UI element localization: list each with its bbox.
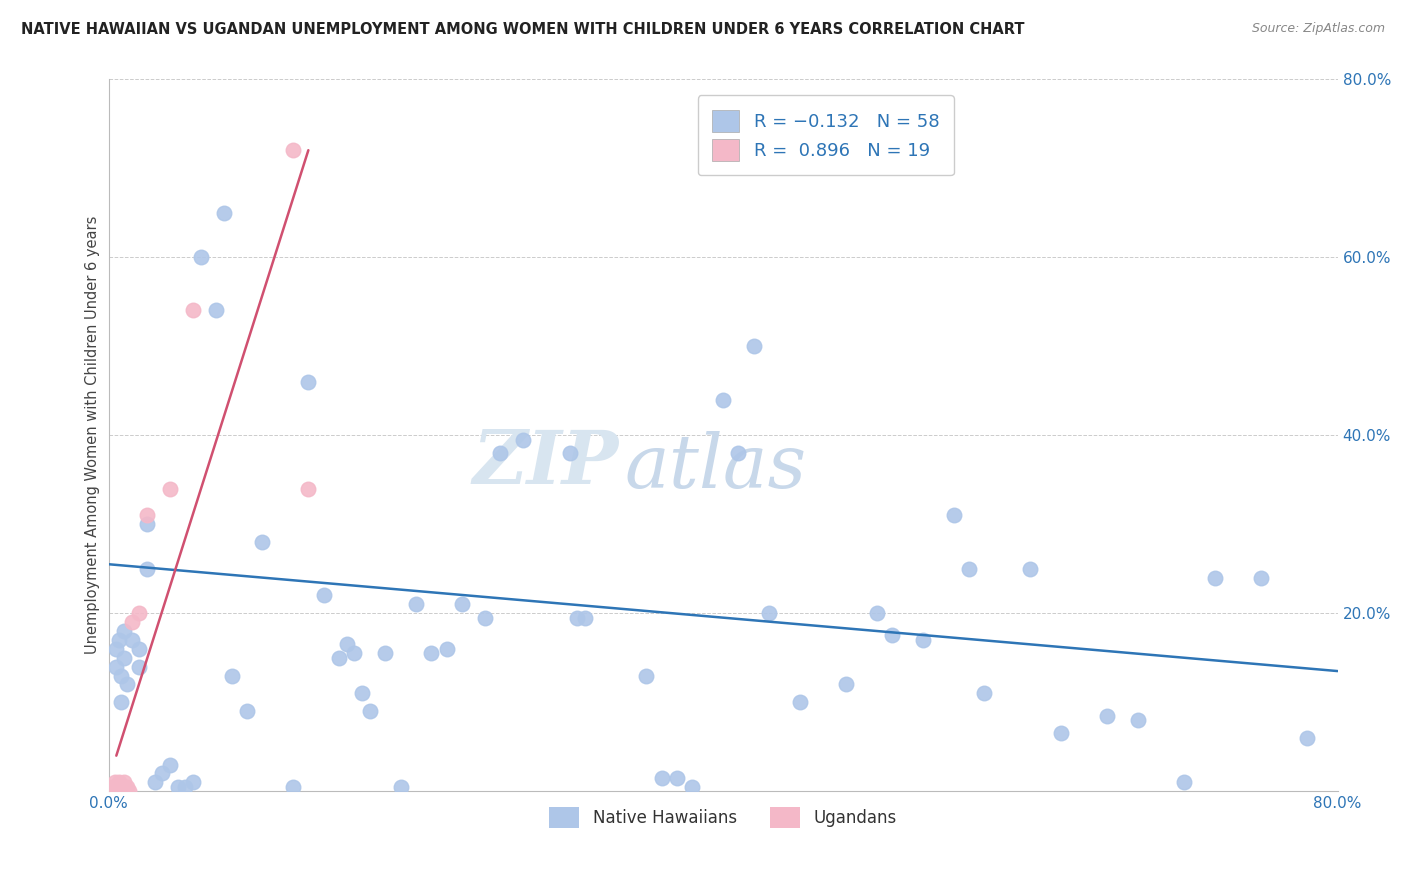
- Point: [1050, 726, 1073, 740]
- Point: [128, 659, 150, 673]
- Point: [727, 446, 749, 460]
- Point: [336, 637, 359, 651]
- Point: [942, 508, 965, 523]
- Point: [159, 482, 181, 496]
- Point: [136, 508, 159, 523]
- Text: Source: ZipAtlas.com: Source: ZipAtlas.com: [1251, 22, 1385, 36]
- Point: [711, 392, 734, 407]
- Point: [97, 784, 120, 798]
- Text: NATIVE HAWAIIAN VS UGANDAN UNEMPLOYMENT AMONG WOMEN WITH CHILDREN UNDER 6 YEARS : NATIVE HAWAIIAN VS UGANDAN UNEMPLOYMENT …: [21, 22, 1025, 37]
- Point: [100, 784, 122, 798]
- Point: [128, 606, 150, 620]
- Point: [451, 597, 474, 611]
- Point: [121, 632, 143, 647]
- Point: [108, 775, 131, 789]
- Point: [105, 784, 128, 798]
- Point: [835, 677, 858, 691]
- Point: [128, 641, 150, 656]
- Point: [152, 766, 174, 780]
- Point: [1019, 562, 1042, 576]
- Point: [252, 535, 274, 549]
- Y-axis label: Unemployment Among Women with Children Under 6 years: Unemployment Among Women with Children U…: [86, 216, 100, 655]
- Point: [143, 775, 166, 789]
- Point: [866, 606, 889, 620]
- Point: [205, 303, 228, 318]
- Point: [281, 143, 304, 157]
- Point: [389, 780, 412, 794]
- Point: [181, 303, 204, 318]
- Point: [112, 775, 135, 789]
- Point: [359, 704, 381, 718]
- Legend: Native Hawaiians, Ugandans: Native Hawaiians, Ugandans: [543, 800, 904, 834]
- Point: [136, 562, 159, 576]
- Point: [105, 641, 128, 656]
- Point: [281, 780, 304, 794]
- Point: [374, 646, 396, 660]
- Point: [567, 610, 589, 624]
- Point: [103, 780, 125, 794]
- Point: [1204, 571, 1226, 585]
- Point: [104, 784, 127, 798]
- Point: [111, 780, 134, 794]
- Point: [636, 668, 658, 682]
- Point: [405, 597, 427, 611]
- Point: [436, 641, 458, 656]
- Point: [512, 433, 534, 447]
- Point: [911, 632, 934, 647]
- Point: [681, 780, 703, 794]
- Point: [1126, 713, 1149, 727]
- Point: [666, 771, 689, 785]
- Point: [117, 784, 139, 798]
- Point: [957, 562, 980, 576]
- Text: atlas: atlas: [624, 431, 807, 503]
- Text: ZIP: ZIP: [472, 427, 619, 500]
- Point: [112, 624, 135, 638]
- Point: [212, 205, 235, 219]
- Point: [174, 780, 197, 794]
- Point: [104, 775, 127, 789]
- Point: [973, 686, 995, 700]
- Point: [110, 784, 132, 798]
- Point: [121, 615, 143, 629]
- Point: [882, 628, 904, 642]
- Point: [574, 610, 596, 624]
- Point: [297, 375, 319, 389]
- Point: [110, 695, 132, 709]
- Point: [328, 650, 350, 665]
- Point: [1173, 775, 1195, 789]
- Point: [742, 339, 765, 353]
- Point: [105, 780, 128, 794]
- Point: [1296, 731, 1319, 745]
- Point: [181, 775, 204, 789]
- Point: [1250, 571, 1272, 585]
- Point: [297, 482, 319, 496]
- Point: [343, 646, 366, 660]
- Point: [236, 704, 259, 718]
- Point: [1095, 708, 1118, 723]
- Point: [115, 780, 138, 794]
- Point: [115, 677, 138, 691]
- Point: [221, 668, 243, 682]
- Point: [112, 650, 135, 665]
- Point: [420, 646, 443, 660]
- Point: [190, 250, 212, 264]
- Point: [105, 659, 128, 673]
- Point: [108, 632, 131, 647]
- Point: [97, 780, 120, 794]
- Point: [789, 695, 811, 709]
- Point: [159, 757, 181, 772]
- Point: [758, 606, 780, 620]
- Point: [166, 780, 188, 794]
- Point: [136, 517, 159, 532]
- Point: [558, 446, 581, 460]
- Point: [312, 588, 335, 602]
- Point: [474, 610, 496, 624]
- Point: [110, 668, 132, 682]
- Point: [352, 686, 374, 700]
- Point: [489, 446, 512, 460]
- Point: [107, 780, 129, 794]
- Point: [651, 771, 673, 785]
